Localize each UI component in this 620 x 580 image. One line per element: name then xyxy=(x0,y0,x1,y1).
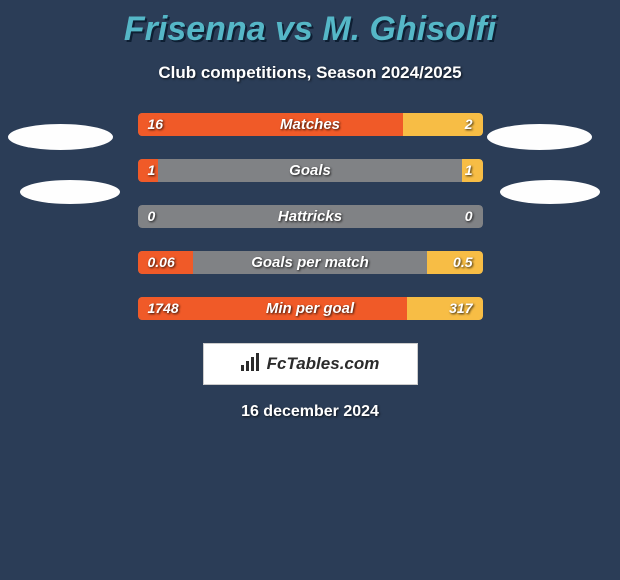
stat-row: 162Matches xyxy=(138,113,483,136)
player-right-photo-placeholder-1 xyxy=(487,124,592,150)
stat-label: Matches xyxy=(138,113,483,136)
page-title: Frisenna vs M. Ghisolfi xyxy=(0,0,620,49)
subtitle: Club competitions, Season 2024/2025 xyxy=(0,63,620,83)
stat-label: Goals xyxy=(138,159,483,182)
brand-text: FcTables.com xyxy=(267,354,380,374)
bar-chart-icon xyxy=(241,353,263,376)
stats-bars: 162Matches 11Goals 00Hattricks 0.060.5Goals… xyxy=(138,113,483,320)
date-text: 16 december 2024 xyxy=(0,403,620,421)
player-left-photo-placeholder-1 xyxy=(8,124,113,150)
stat-row: 0.060.5Goals per match xyxy=(138,251,483,274)
player-left-photo-placeholder-2 xyxy=(20,180,120,204)
player-right-photo-placeholder-2 xyxy=(500,180,600,204)
stat-row: 00Hattricks xyxy=(138,205,483,228)
stat-row: 1748317Min per goal xyxy=(138,297,483,320)
comparison-card: Frisenna vs M. Ghisolfi Club competition… xyxy=(0,0,620,580)
brand-box[interactable]: FcTables.com xyxy=(203,343,418,385)
stat-label: Hattricks xyxy=(138,205,483,228)
stat-label: Min per goal xyxy=(138,297,483,320)
stat-label: Goals per match xyxy=(138,251,483,274)
stat-row: 11Goals xyxy=(138,159,483,182)
